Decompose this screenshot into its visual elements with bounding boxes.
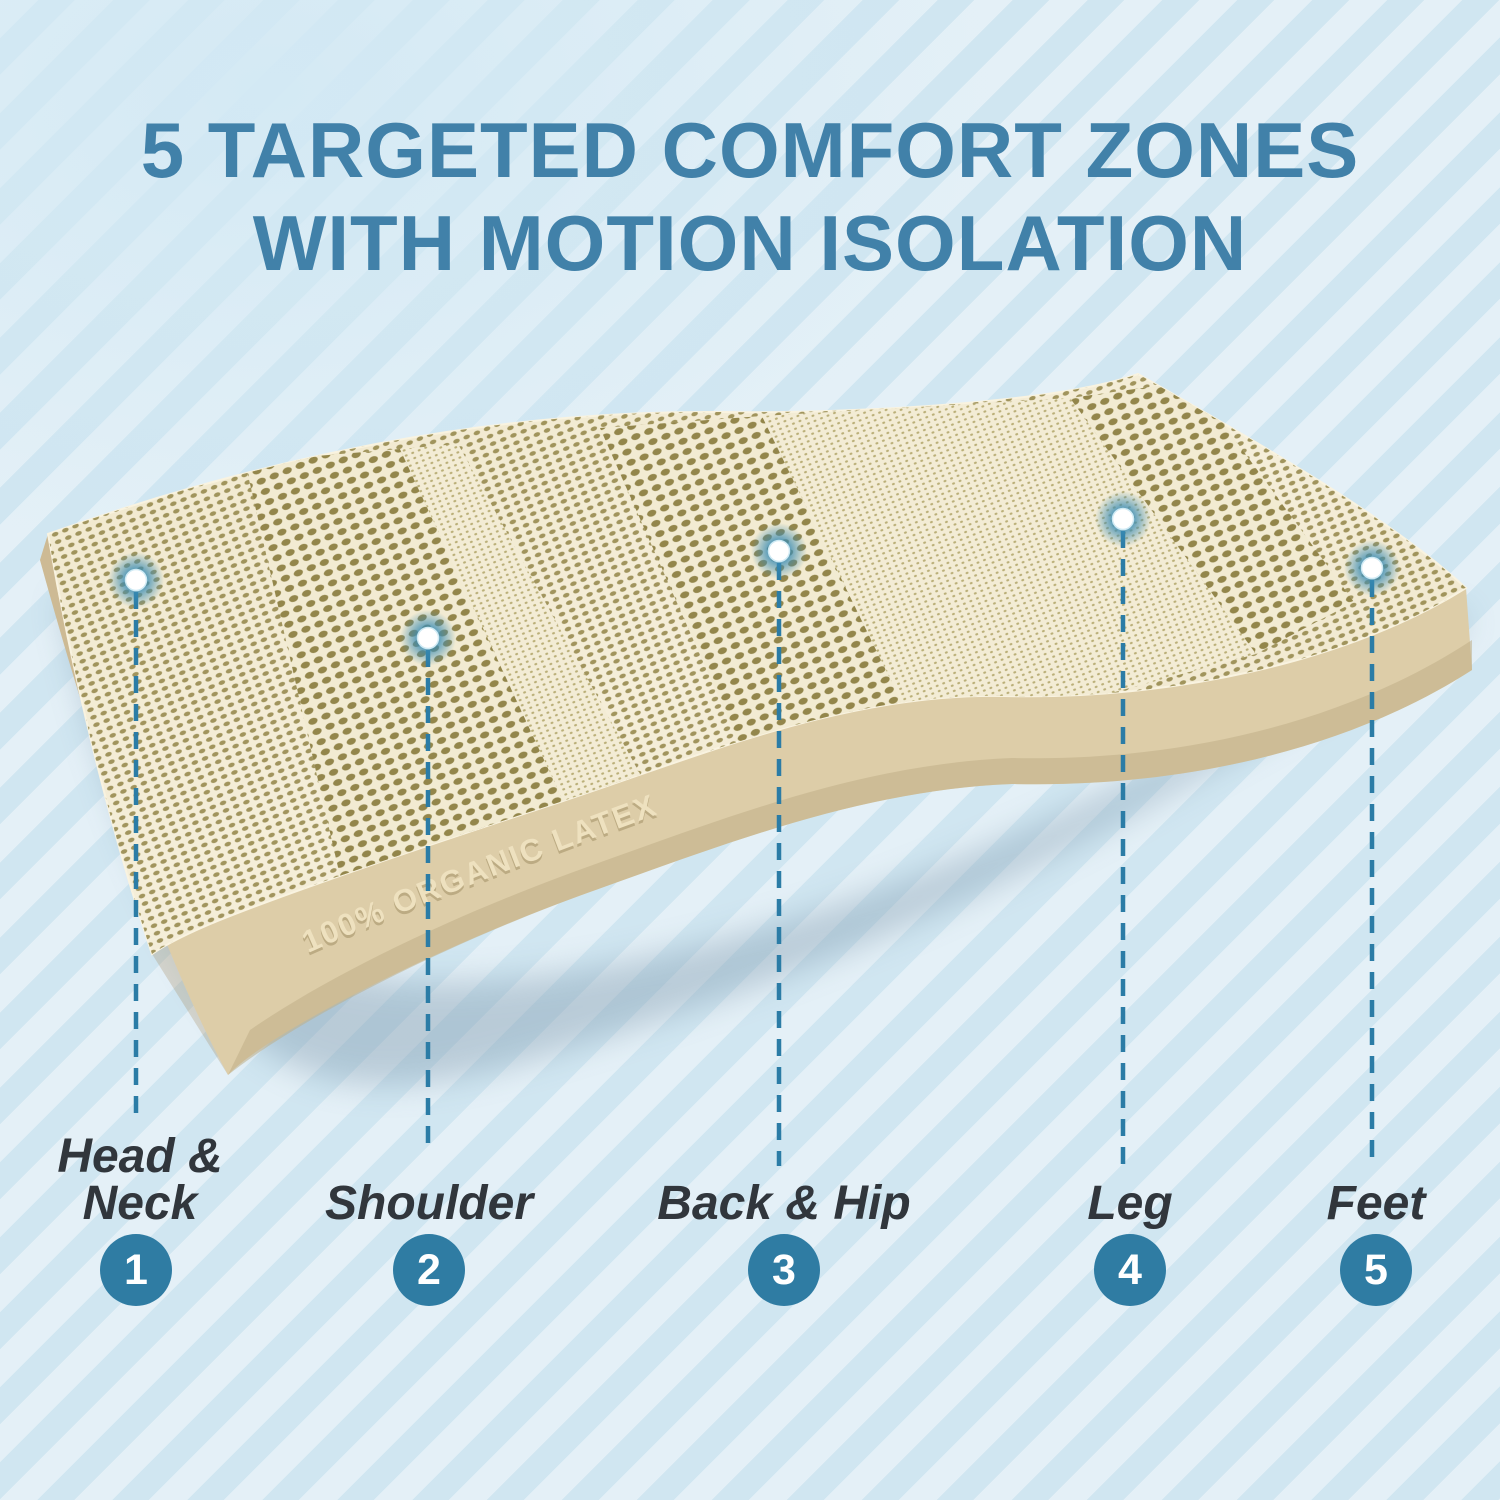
zone-marker-3 xyxy=(751,523,807,579)
zone-label-back-hip: Back & Hip xyxy=(657,1177,911,1230)
zone-number-badge-4: 4 xyxy=(1094,1234,1166,1306)
zone-marker-5 xyxy=(1344,540,1400,596)
zone-label-head-neck: Head & Neck xyxy=(57,1130,223,1230)
zone-markers xyxy=(108,491,1400,666)
zone-number-badge-1: 1 xyxy=(100,1234,172,1306)
zone-number-badge-2: 2 xyxy=(393,1234,465,1306)
zone-marker-2 xyxy=(400,610,456,666)
zone-number-badge-5: 5 xyxy=(1340,1234,1412,1306)
zone-marker-1 xyxy=(108,552,164,608)
leader-lines xyxy=(133,531,1375,1166)
title-line-1: 5 TARGETED COMFORT ZONES xyxy=(140,106,1360,194)
page-title: 5 TARGETED COMFORT ZONES WITH MOTION ISO… xyxy=(0,104,1500,290)
zone-label-leg: Leg xyxy=(1087,1177,1173,1230)
zone-label-feet: Feet xyxy=(1326,1177,1426,1230)
perforation-zones xyxy=(48,374,1466,954)
mattress-side xyxy=(40,534,1472,1075)
zone-marker-4 xyxy=(1095,491,1151,547)
title-line-2: WITH MOTION ISOLATION xyxy=(252,199,1248,287)
zone-number-badge-3: 3 xyxy=(748,1234,820,1306)
zone-label-shoulder: Shoulder xyxy=(324,1177,534,1230)
